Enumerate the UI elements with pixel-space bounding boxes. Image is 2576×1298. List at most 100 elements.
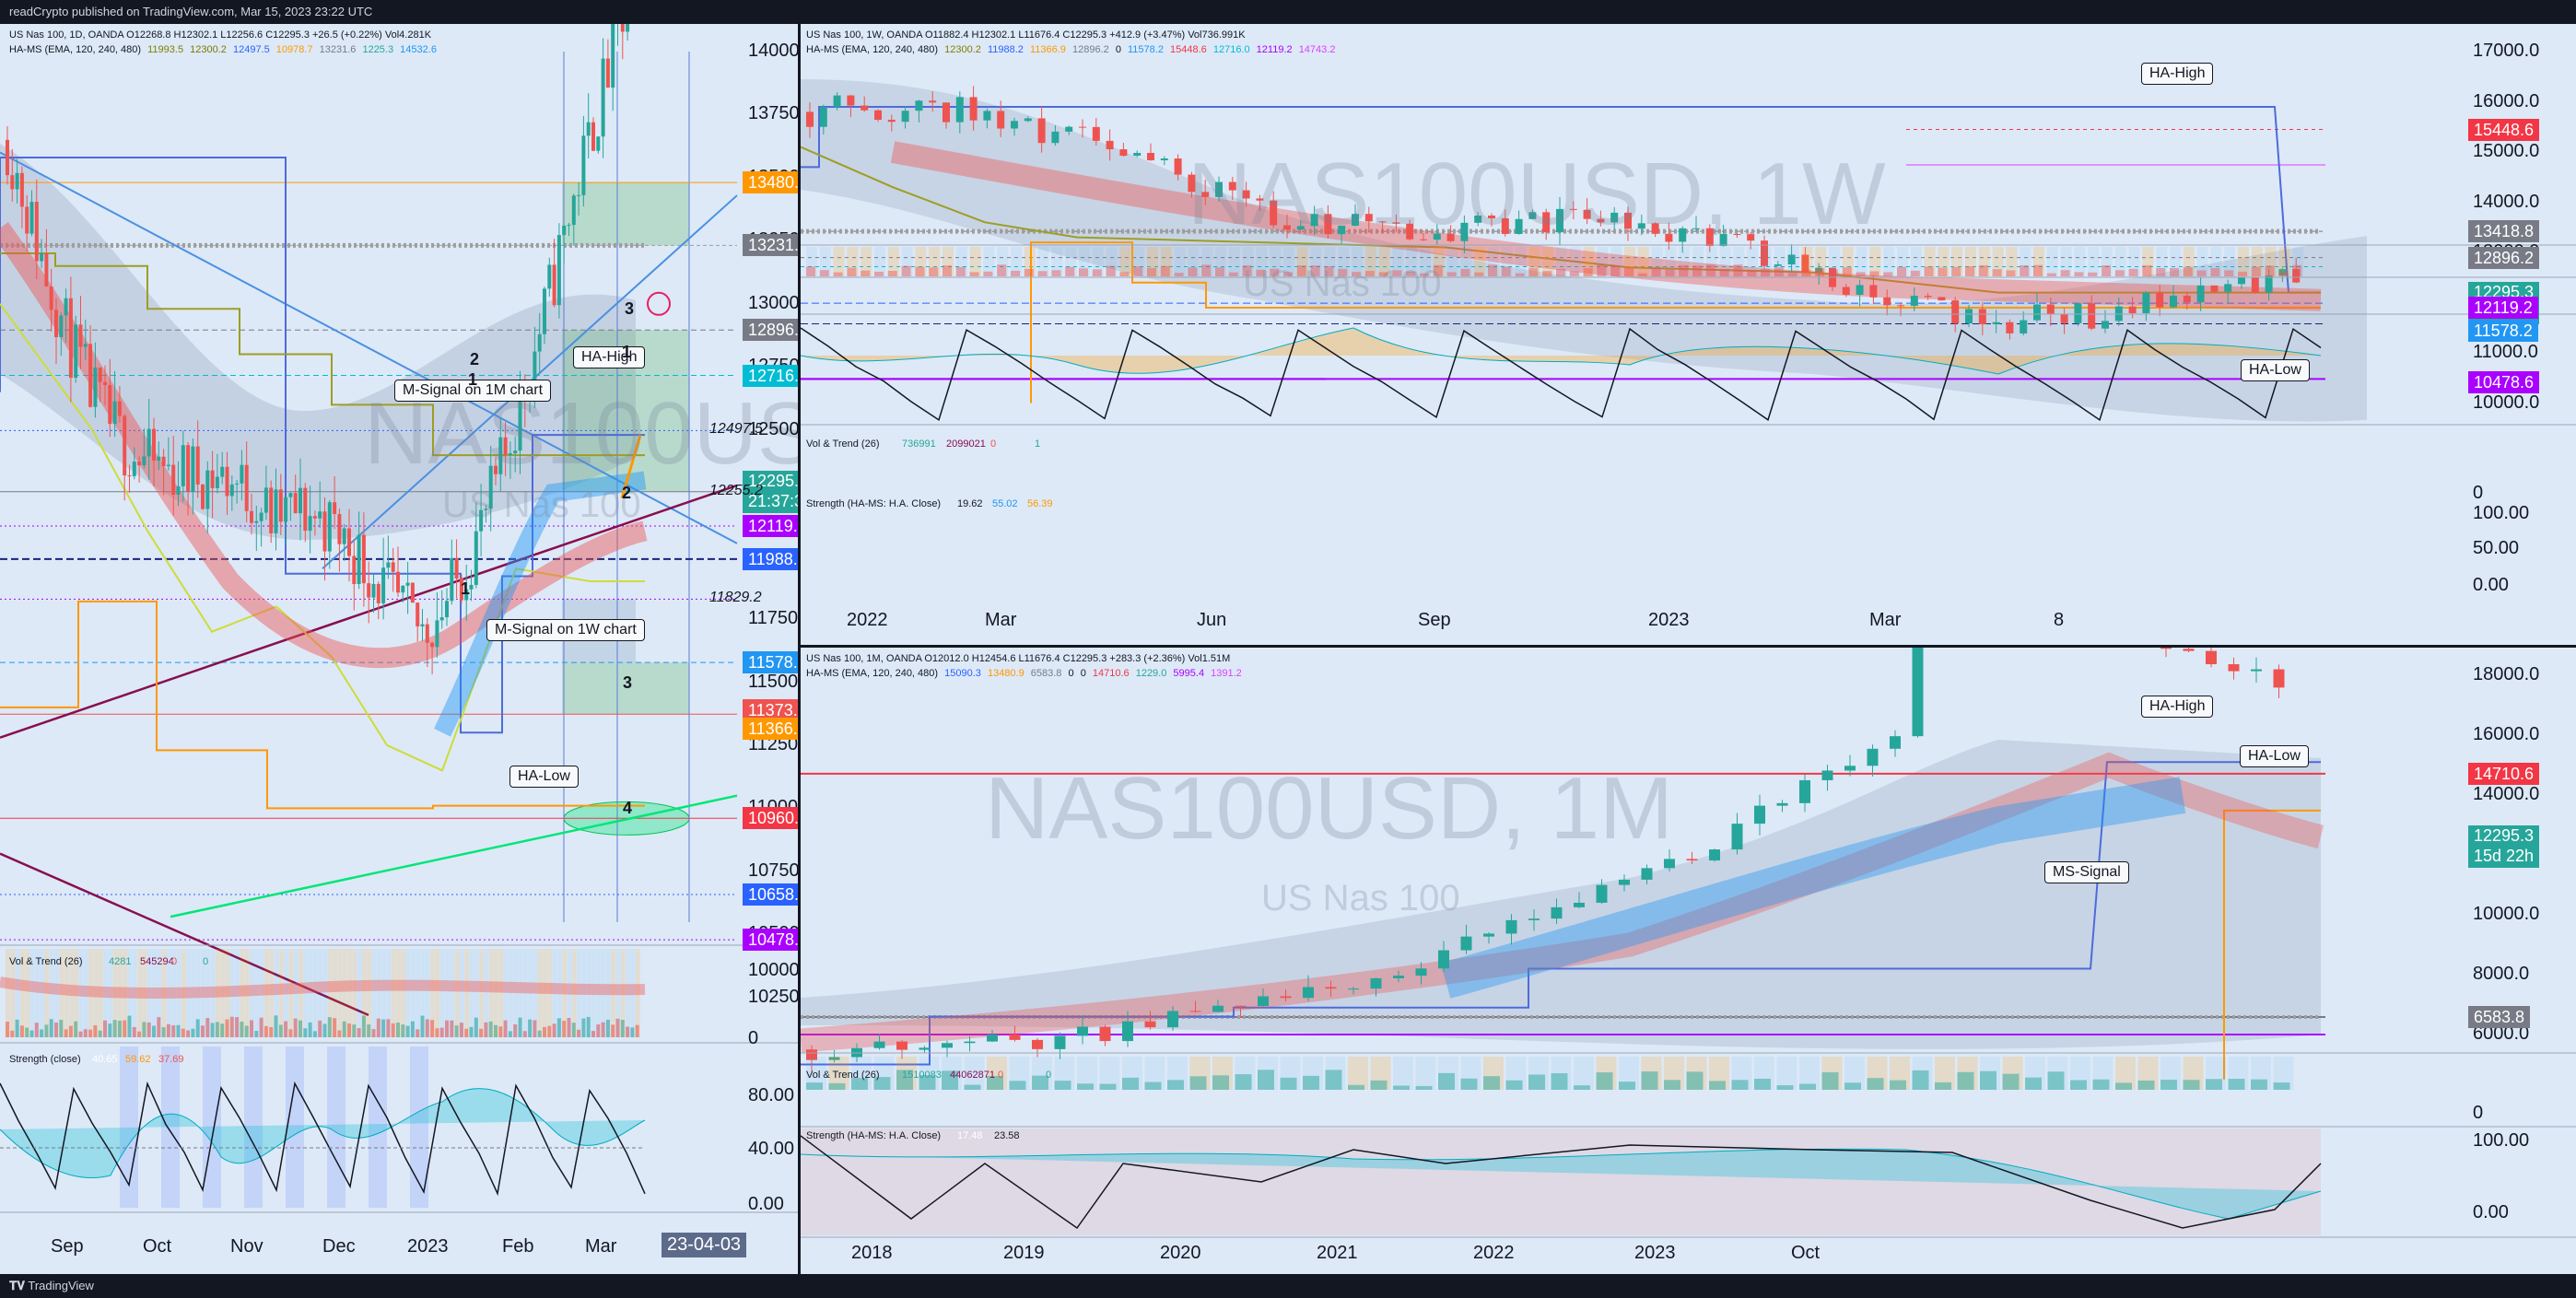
candle-body	[874, 1042, 885, 1048]
candle-body	[1175, 158, 1182, 175]
trend-band	[1574, 1057, 1594, 1090]
volume-bar	[1619, 1082, 1635, 1090]
price-axis-label: 18000.0	[2473, 664, 2539, 685]
volume-bar	[1516, 274, 1525, 276]
candle-body	[1965, 309, 1973, 323]
monthly-chart-svg[interactable]	[801, 648, 2576, 1274]
candle-body	[416, 602, 419, 626]
time-axis-label: Mar	[985, 610, 1016, 631]
candle-body	[1303, 987, 1314, 998]
trend-band	[352, 949, 357, 1037]
vol-legend: Vol & Trend (26)	[9, 956, 83, 967]
candle-body	[2129, 307, 2137, 313]
volume-bar	[1011, 271, 1020, 276]
daily-chart-panel[interactable]: US Nas 100, 1D, OANDA O12268.8 H12302.1 …	[0, 24, 798, 1274]
price-axis-label: 13750.0	[748, 103, 798, 124]
volume-bar	[1777, 1085, 1794, 1090]
volume-bar	[2206, 1079, 2222, 1090]
trend-band	[416, 949, 420, 1037]
candle-body	[577, 195, 580, 196]
strength-value: 55.02	[992, 498, 1018, 509]
volume-bar	[1038, 271, 1048, 276]
time-axis-label: Oct	[1791, 1243, 1820, 1264]
price-tag: 11366.9	[743, 718, 798, 740]
ms-signal-callout: MS-Signal	[2044, 861, 2129, 883]
trend-band	[1175, 247, 1186, 276]
weekly-chart-panel[interactable]: US Nas 100, 1W, OANDA O11882.4 H12302.1 …	[801, 24, 2576, 645]
volume-bar	[1281, 1078, 1297, 1090]
candle-body	[2274, 670, 2285, 688]
vol-axis-label: 0	[748, 1028, 758, 1049]
volume-bar	[965, 1085, 981, 1090]
candle-body	[1010, 1035, 1021, 1040]
candle-body	[113, 402, 117, 424]
price-tag-countdown: 15d 22h	[2474, 846, 2534, 866]
trend-band	[498, 949, 503, 1037]
candle-body	[1619, 880, 1630, 885]
candle-body	[201, 485, 205, 509]
candle-body	[874, 111, 882, 120]
time-axis-label: 2019	[1003, 1243, 1045, 1264]
trend-band	[392, 949, 396, 1037]
candle-body	[401, 586, 404, 592]
trend-band	[426, 949, 430, 1037]
candle-body	[309, 516, 312, 531]
candle-body	[108, 385, 111, 424]
trend-band	[489, 949, 494, 1037]
candle-body	[820, 107, 827, 127]
candle-body	[970, 97, 978, 120]
candle-body	[59, 315, 63, 337]
vol-value: 0	[998, 1070, 1003, 1081]
candle-body	[2061, 314, 2068, 323]
volume-bar	[2251, 1080, 2267, 1090]
ha-low-callout: HA-Low	[509, 766, 579, 788]
publisher-bar: readCrypto published on TradingView.com,…	[0, 0, 2576, 24]
weekly-chart-svg[interactable]	[801, 24, 2576, 645]
time-axis-label: 2018	[851, 1243, 893, 1264]
volume-bar	[956, 267, 966, 276]
candle-body	[1642, 868, 1653, 880]
hams-value: 0	[1116, 44, 1121, 55]
hams-value: 12300.2	[944, 44, 981, 55]
trend-band	[421, 949, 426, 1037]
volume-bar	[1844, 1082, 1861, 1090]
candle-body	[1897, 305, 1904, 306]
volume-bar	[2006, 270, 2015, 276]
candle-body	[1038, 118, 1046, 143]
wave-number: 1	[468, 370, 477, 390]
time-axis-cursor: 23-04-03	[662, 1233, 746, 1257]
candle-body	[392, 562, 395, 571]
candle-body	[2229, 664, 2240, 672]
candle-body	[275, 489, 278, 533]
trend-band	[333, 949, 337, 1037]
candle-body	[1574, 903, 1585, 907]
volume-bar	[1528, 268, 1538, 276]
monthly-chart-panel[interactable]: US Nas 100, 1M, OANDA O12012.0 H12454.6 …	[801, 648, 2576, 1274]
hams-value: 6583.8	[1031, 668, 1062, 679]
daily-chart-svg[interactable]	[0, 24, 798, 1274]
trend-band	[1447, 247, 1458, 276]
candle-body	[1777, 803, 1788, 806]
price-tag: 11578.2	[743, 651, 798, 673]
chart-watermark-sub: US Nas 100	[442, 485, 641, 526]
candle-body	[93, 368, 97, 407]
price-axis-label: 11500.0	[748, 672, 798, 693]
trend-band	[445, 949, 450, 1037]
volume-bar	[1574, 1085, 1590, 1090]
vol-value: 0	[990, 439, 996, 450]
hams-value: 15448.6	[1170, 44, 1207, 55]
candle-body	[1281, 996, 1292, 998]
hams-value: 12119.2	[1257, 44, 1293, 55]
candle-body	[1925, 296, 1932, 297]
volume-bar	[1706, 264, 1715, 276]
volume-bar	[2238, 272, 2247, 276]
candle-body	[6, 140, 9, 175]
volume-bar	[1122, 1078, 1139, 1090]
candle-body	[1122, 1022, 1133, 1041]
candle-body	[1483, 933, 1494, 936]
hams-value: 11993.5	[147, 44, 183, 55]
candle-body	[942, 1043, 953, 1047]
strength-value: 19.62	[957, 498, 983, 509]
time-axis-label: Dec	[322, 1236, 356, 1257]
strength-axis-label: 50.00	[2473, 538, 2519, 559]
